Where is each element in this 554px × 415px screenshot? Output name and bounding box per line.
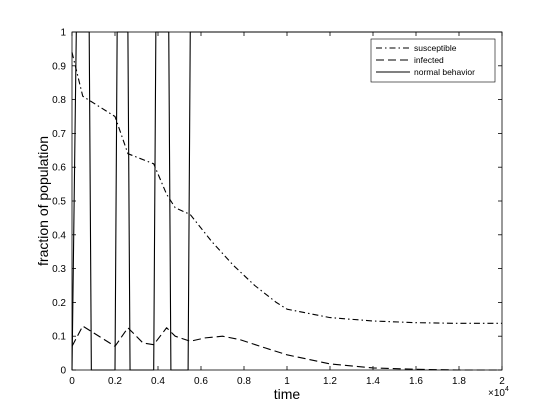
x-tick-label: 1 bbox=[284, 376, 290, 387]
plot-area bbox=[72, 32, 502, 370]
y-tick-label: 0.3 bbox=[52, 264, 66, 275]
x-axis-multiplier-base: ×10 bbox=[488, 388, 505, 399]
x-tick-label: 2 bbox=[499, 376, 505, 387]
series-line-infected bbox=[71, 325, 502, 371]
y-tick-label: 0.7 bbox=[52, 129, 66, 140]
y-tick-label: 0.8 bbox=[52, 95, 66, 106]
x-tick-label: 1.2 bbox=[323, 376, 337, 387]
y-tick-label: 1 bbox=[60, 28, 66, 39]
x-tick-label: 0.8 bbox=[237, 376, 251, 387]
legend-label: normal behavior bbox=[414, 67, 475, 77]
y-tick-label: 0.1 bbox=[52, 332, 66, 343]
x-tick-label: 1.8 bbox=[452, 376, 466, 387]
plot-frame bbox=[71, 31, 503, 371]
x-tick-label: 1.4 bbox=[366, 376, 380, 387]
y-tick-label: 0 bbox=[60, 366, 66, 377]
legend-label: infected bbox=[414, 55, 444, 65]
legend-label: susceptible bbox=[414, 43, 457, 53]
tick-layer: 0 0.2 0.4 0.6 0.8 1 1.2 1.4 1.6 1.8 2 0 0.1 0.2 0.3 0.4… bbox=[52, 28, 505, 388]
x-axis-multiplier-exponent: 4 bbox=[505, 386, 509, 393]
y-axis-title: fraction of population bbox=[35, 136, 51, 266]
x-axis-multiplier: ×104 bbox=[488, 386, 509, 399]
x-tick-label: 0.4 bbox=[151, 376, 165, 387]
legend: susceptible infected normal behavior bbox=[370, 38, 496, 83]
x-tick-label: 0 bbox=[69, 376, 75, 387]
y-tick-label: 0.6 bbox=[52, 163, 66, 174]
y-tick-label: 0.9 bbox=[52, 61, 66, 72]
x-tick-label: 1.6 bbox=[409, 376, 423, 387]
y-tick-label: 0.2 bbox=[52, 298, 66, 309]
y-tick-label: 0.4 bbox=[52, 230, 66, 241]
series-line-susceptible bbox=[71, 52, 502, 324]
y-tick-label: 0.5 bbox=[52, 197, 66, 208]
x-axis-title: time bbox=[274, 386, 301, 402]
x-tick-label: 0.2 bbox=[108, 376, 122, 387]
legend-items: susceptible infected normal behavior bbox=[376, 43, 475, 77]
x-tick-label: 0.6 bbox=[194, 376, 208, 387]
